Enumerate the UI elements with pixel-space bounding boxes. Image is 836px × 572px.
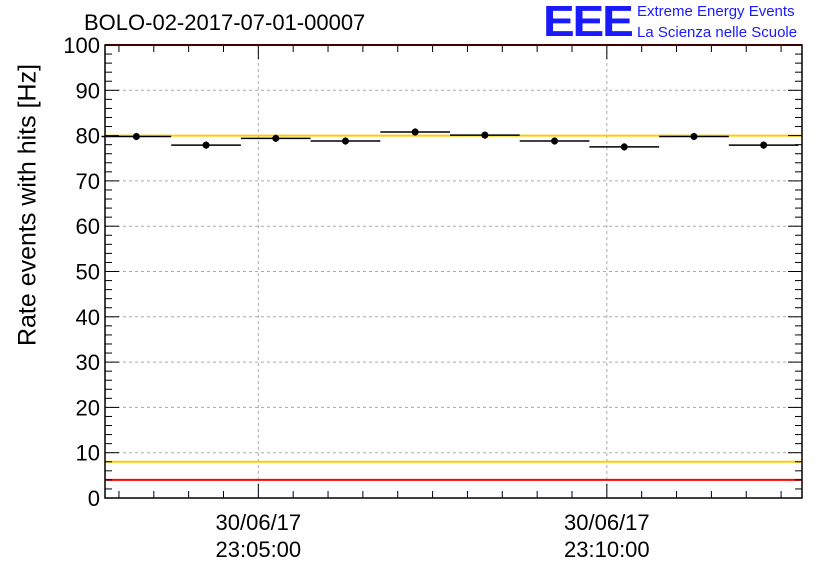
y-tick-label: 0	[88, 486, 100, 511]
y-tick-label: 40	[76, 305, 100, 330]
y-tick-label: 90	[76, 78, 100, 103]
data-point	[132, 133, 140, 141]
data-point	[551, 137, 559, 145]
logo-subtitle-line2: La Scienza nelle Scuole	[637, 24, 798, 41]
y-tick-label: 100	[63, 33, 100, 58]
data-point	[760, 141, 768, 149]
y-tick-label: 20	[76, 395, 100, 420]
logo-subtitle-line1: Extreme Energy Events	[637, 3, 795, 20]
data-point	[481, 131, 489, 139]
data-point	[690, 133, 698, 141]
data-point	[272, 134, 280, 142]
data-point	[620, 143, 628, 151]
y-tick-label: 50	[76, 260, 100, 285]
chart-title: BOLO-02-2017-07-01-00007	[84, 10, 366, 35]
data-point	[411, 128, 419, 136]
eee-logo: EEE	[543, 0, 634, 46]
x-tick-label-date: 30/06/17	[564, 510, 650, 535]
y-axis-label: Rate events with hits [Hz]	[13, 63, 42, 347]
y-tick-label: 60	[76, 214, 100, 239]
y-tick-label: 70	[76, 169, 100, 194]
data-point	[341, 137, 349, 145]
y-tick-label: 30	[76, 350, 100, 375]
x-tick-label-date: 30/06/17	[216, 510, 302, 535]
x-tick-label-time: 23:05:00	[216, 537, 302, 562]
y-tick-label: 10	[76, 441, 100, 466]
x-tick-label-time: 23:10:00	[564, 537, 650, 562]
data-point	[202, 141, 210, 149]
y-tick-label: 80	[76, 124, 100, 149]
